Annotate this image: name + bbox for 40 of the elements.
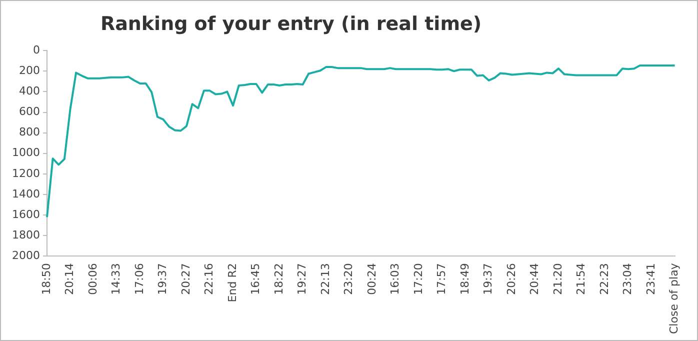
y-tick-label: 0 <box>32 43 40 56</box>
x-tick-label: 20:27 <box>179 263 192 295</box>
x-tick-label: 17:06 <box>132 263 146 295</box>
x-tick-label: 00:06 <box>86 263 100 295</box>
x-tick-label: 21:54 <box>574 263 588 295</box>
x-tick-label: 18:50 <box>40 263 53 295</box>
x-tick-label: 16:45 <box>249 263 262 295</box>
y-tick-label: 800 <box>18 126 40 139</box>
x-tick-label: 20:26 <box>504 263 518 295</box>
x-tick-label: 00:24 <box>365 263 378 295</box>
x-tick-label: 22:23 <box>598 263 611 295</box>
y-tick-label: 600 <box>18 105 40 118</box>
chart-title: Ranking of your entry (in real time) <box>99 13 483 35</box>
x-tick-label: 23:20 <box>342 263 356 295</box>
y-tick-label: 200 <box>18 64 40 78</box>
x-tick-label: 14:33 <box>110 263 123 295</box>
x-tick-label: 23:41 <box>644 263 658 295</box>
y-tick-label: 1000 <box>12 146 40 160</box>
x-tick-label: 20:14 <box>63 263 76 295</box>
y-tick-label: 1800 <box>12 228 40 242</box>
y-tick-label: 400 <box>18 84 40 98</box>
x-tick-label: 19:37 <box>156 263 170 295</box>
y-tick-label: 1400 <box>12 187 40 200</box>
x-tick-label: 19:27 <box>296 263 309 295</box>
y-tick-label: 2000 <box>12 249 40 262</box>
x-tick-label: 22:13 <box>318 263 332 295</box>
x-tick-label: Close of play <box>668 262 681 334</box>
x-tick-label: 18:22 <box>272 263 286 295</box>
x-tick-label: 19:37 <box>482 263 495 295</box>
x-tick-label: 17:57 <box>435 263 448 295</box>
x-tick-label: 16:03 <box>388 263 402 295</box>
x-tick-label: 23:04 <box>621 263 634 295</box>
x-tick-label: 18:49 <box>458 263 472 295</box>
x-tick-label: 17:20 <box>412 263 425 295</box>
y-tick-label: 1200 <box>12 166 40 180</box>
y-tick-label: 1600 <box>12 208 40 221</box>
x-tick-label: 21:20 <box>551 263 564 295</box>
x-tick-label: End R2 <box>226 263 239 302</box>
x-tick-label: 20:44 <box>528 263 542 295</box>
x-tick-label: 22:16 <box>202 263 216 295</box>
